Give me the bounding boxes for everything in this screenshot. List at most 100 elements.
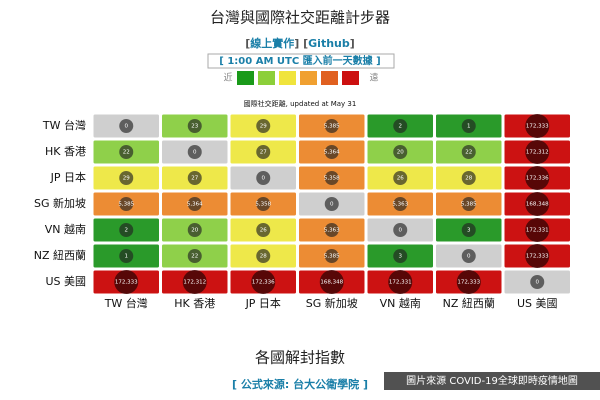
- cell-dot: [114, 270, 139, 294]
- cell-value: 0: [536, 280, 540, 286]
- legend-swatch: [258, 71, 275, 85]
- cell-value: 168,348: [526, 202, 549, 208]
- cell-value: 29: [260, 124, 267, 130]
- cell-dot: [324, 223, 339, 237]
- cell-value: 1: [467, 124, 471, 130]
- column-label: HK 香港: [174, 297, 215, 310]
- cell-dot: [256, 145, 271, 159]
- column-label: JP 日本: [245, 296, 281, 310]
- cell-dot: [319, 270, 344, 294]
- cell-value: 28: [465, 176, 472, 182]
- cell-dot: [393, 145, 408, 159]
- cell-dot: [461, 145, 476, 159]
- cell-dot: [393, 249, 408, 263]
- cell-value: 22: [191, 254, 198, 260]
- cell-value: 3: [399, 254, 403, 260]
- cell-value: 0: [467, 254, 471, 260]
- cell-value: 172,333: [526, 254, 549, 260]
- cell-dot: [324, 197, 339, 211]
- source-text: [ 公式來源:: [232, 377, 293, 391]
- cell-value: 26: [260, 228, 267, 234]
- cell-dot: [119, 223, 134, 237]
- row-label: NZ 紐西蘭: [34, 249, 86, 262]
- cell-value: 26: [397, 176, 404, 182]
- cell-value: 1: [125, 254, 129, 260]
- cell-value: 5,385: [118, 202, 134, 208]
- cell-value: 2: [125, 228, 129, 234]
- row-label: TW 台灣: [42, 118, 86, 132]
- source-text: ]: [359, 378, 368, 391]
- cell-dot: [182, 270, 207, 294]
- cell-dot: [256, 119, 271, 133]
- watermark-bg: [384, 372, 600, 390]
- cell-dot: [256, 223, 271, 237]
- cell-dot: [525, 244, 550, 268]
- cell-dot: [388, 270, 413, 294]
- column-label: VN 越南: [380, 296, 421, 310]
- cell-dot: [324, 119, 339, 133]
- cell-value: 5,385: [324, 124, 340, 130]
- nav-link[interactable]: 線上實作: [250, 36, 294, 50]
- cell-value: 28: [260, 254, 267, 260]
- cell-dot: [324, 145, 339, 159]
- source: [ 公式來源: 台大公衛學院 ]: [232, 377, 368, 391]
- cell-value: 0: [399, 228, 403, 234]
- cell-value: 172,312: [183, 280, 206, 286]
- cell-value: 22: [465, 150, 472, 156]
- legend-swatch: [300, 71, 317, 85]
- cell-value: 172,331: [389, 280, 412, 286]
- cell-value: 168,348: [320, 280, 343, 286]
- table-title: 國際社交距離, updated at May 31: [244, 99, 357, 108]
- cell-value: 5,358: [324, 176, 340, 182]
- cell-value: 5,385: [324, 254, 340, 260]
- column-label: SG 新加坡: [306, 296, 358, 310]
- subtitle: [ 1:00 AM UTC 匯入前一天數據 ]: [219, 54, 380, 67]
- cell-dot: [461, 171, 476, 185]
- cell-value: 27: [191, 176, 198, 182]
- cell-value: 172,312: [526, 150, 549, 156]
- legend-far: 遠: [369, 72, 378, 84]
- cell-dot: [525, 192, 550, 216]
- legend-swatch: [279, 71, 296, 85]
- cell-dot: [119, 197, 134, 211]
- cell-dot: [525, 218, 550, 242]
- cell-dot: [119, 249, 134, 263]
- cell-value: 3: [467, 228, 471, 234]
- column-label: NZ 紐西蘭: [443, 297, 495, 310]
- row-label: US 美國: [45, 275, 86, 288]
- nav: [線上實作] [Github]: [245, 36, 355, 50]
- cell-value: 2: [399, 124, 403, 130]
- cell-value: 172,336: [526, 176, 549, 182]
- cell-dot: [393, 171, 408, 185]
- legend-swatch: [321, 71, 338, 85]
- cell-dot: [119, 119, 134, 133]
- cell-value: 172,333: [115, 280, 138, 286]
- nav-bracket: [: [245, 37, 250, 50]
- cell-dot: [393, 223, 408, 237]
- cell-dot: [525, 166, 550, 190]
- legend-swatch: [237, 71, 254, 85]
- cell-dot: [324, 249, 339, 263]
- cell-dot: [187, 119, 202, 133]
- cell-value: 5,358: [255, 202, 271, 208]
- row-label: SG 新加坡: [34, 196, 86, 210]
- cell-dot: [393, 119, 408, 133]
- cell-value: 0: [330, 202, 334, 208]
- section-title: 各國解封指數: [255, 349, 345, 367]
- legend-near: 近: [223, 72, 232, 84]
- cell-dot: [187, 145, 202, 159]
- nav-bracket: ]: [350, 37, 355, 50]
- cell-value: 5,363: [324, 228, 340, 234]
- cell-dot: [461, 197, 476, 211]
- cell-dot: [525, 114, 550, 138]
- cell-dot: [119, 145, 134, 159]
- cell-value: 0: [193, 150, 197, 156]
- cell-value: 5,364: [187, 202, 203, 208]
- source-link[interactable]: 台大公衛學院: [293, 377, 359, 391]
- nav-link[interactable]: Github: [308, 37, 350, 50]
- cell-dot: [393, 197, 408, 211]
- column-label: US 美國: [517, 297, 558, 310]
- cell-dot: [324, 171, 339, 185]
- cell-dot: [187, 249, 202, 263]
- cell-dot: [256, 249, 271, 263]
